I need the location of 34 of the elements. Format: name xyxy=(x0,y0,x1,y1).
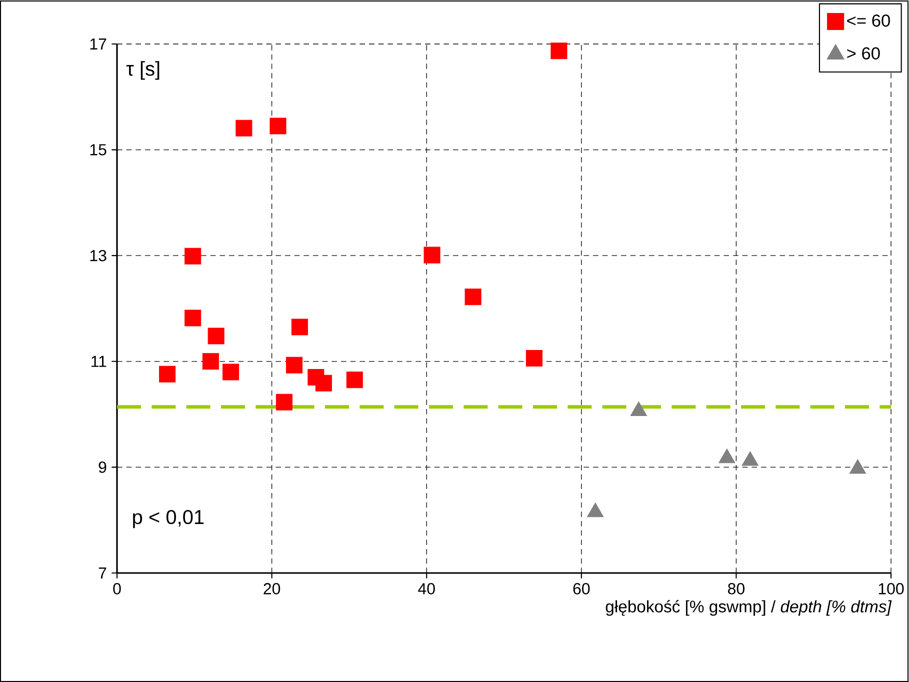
x-tick-label: 0 xyxy=(113,583,121,594)
point xyxy=(276,394,292,410)
point xyxy=(184,248,202,264)
x-axis-title: głębokość [% gswmp] / depth [% dtms] xyxy=(606,600,892,616)
point xyxy=(424,246,440,264)
y-tick-label: 9 xyxy=(98,462,106,473)
point xyxy=(291,318,308,336)
x-tick-label: 20 xyxy=(264,583,280,594)
point xyxy=(270,118,286,134)
x-tick-label: 60 xyxy=(573,583,590,594)
point xyxy=(184,310,202,326)
point xyxy=(222,364,240,380)
point xyxy=(286,356,303,374)
x-tick-label: 40 xyxy=(418,583,435,594)
y-tick-label: 13 xyxy=(90,250,106,262)
annotation: p < 0,01 xyxy=(133,510,204,528)
point xyxy=(464,288,482,306)
legend-label: > 60 xyxy=(847,47,880,60)
point xyxy=(159,366,176,382)
y-tick-label: 7 xyxy=(98,568,106,579)
point xyxy=(208,328,224,344)
point xyxy=(236,120,252,136)
point xyxy=(346,372,363,388)
y-axis-title: τ [s] xyxy=(126,61,160,80)
legend-label: <= 60 xyxy=(847,14,890,27)
y-tick-label: 11 xyxy=(92,356,106,367)
point xyxy=(315,374,332,392)
point xyxy=(526,350,542,366)
point xyxy=(202,353,219,370)
x-tick-label: 80 xyxy=(728,583,744,594)
point xyxy=(550,42,568,60)
x-tick-label: 100 xyxy=(878,583,904,594)
y-tick-label: 17 xyxy=(90,38,106,50)
y-tick-label: 15 xyxy=(90,144,106,156)
